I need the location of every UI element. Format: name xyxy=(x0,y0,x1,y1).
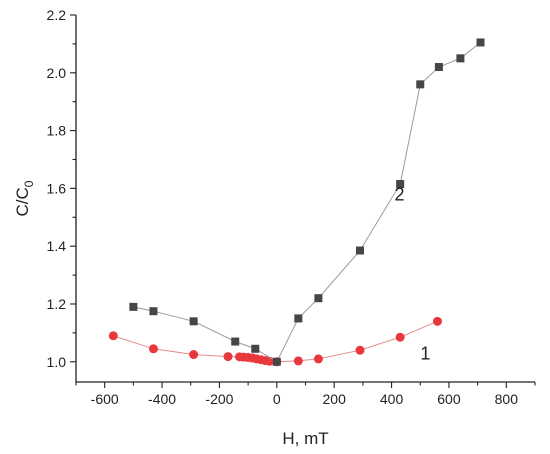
y-axis-title-main: C/C xyxy=(13,187,32,216)
series-2-point xyxy=(231,337,240,346)
series-1-point xyxy=(148,344,158,354)
y-tick-label: 1.8 xyxy=(47,123,67,139)
series-layer: 12 xyxy=(108,38,485,367)
series-2-point xyxy=(356,246,365,255)
series-2-point xyxy=(434,63,443,72)
series-2-label: 2 xyxy=(395,184,405,204)
series-1-line xyxy=(113,320,438,363)
x-tick-label: 400 xyxy=(380,391,404,407)
series-2-point xyxy=(272,357,281,366)
series-2-line xyxy=(133,42,481,363)
x-tick-label: 800 xyxy=(495,391,519,407)
x-tick-label: -600 xyxy=(91,391,119,407)
y-axis-title: C/C0 xyxy=(13,180,36,216)
series-2-point xyxy=(149,307,158,316)
series-2-point xyxy=(396,180,405,189)
series-2-point xyxy=(314,294,323,303)
x-axis-title: H, mT xyxy=(282,429,328,448)
series-1-point xyxy=(189,350,199,360)
series-2-point xyxy=(294,314,303,323)
y-axis-title-subscript: 0 xyxy=(22,180,36,187)
series-2-point xyxy=(416,80,425,89)
series-2-point xyxy=(129,302,138,311)
y-tick-label: 1.6 xyxy=(47,180,67,196)
axes: -600 -400 -200 0 200 400 600 800 1.0 1.2 1.4 1.6 1.8… xyxy=(47,7,536,407)
series-1-point xyxy=(395,332,405,342)
series-2: 2 xyxy=(129,38,485,366)
series-1: 1 xyxy=(108,316,442,367)
x-tick-label: -200 xyxy=(205,391,233,407)
y-tick-label: 2.0 xyxy=(47,65,67,81)
series-2-point xyxy=(456,54,465,63)
series-1-point xyxy=(108,331,118,341)
y-tick-label: 1.2 xyxy=(47,296,67,312)
series-1-point xyxy=(293,356,303,366)
x-tick-label: 200 xyxy=(323,391,347,407)
series-2-point xyxy=(476,38,485,47)
y-tick-label: 2.2 xyxy=(47,7,67,23)
x-tick-label: 0 xyxy=(273,391,281,407)
x-tick-label: -400 xyxy=(148,391,176,407)
series-2-point xyxy=(251,344,260,353)
series-1-label: 1 xyxy=(420,343,430,363)
series-1-point xyxy=(432,316,442,326)
series-1-point xyxy=(223,352,233,362)
series-1-point xyxy=(313,354,323,364)
y-tick-label: 1.4 xyxy=(47,238,67,254)
x-tick-label: 600 xyxy=(437,391,461,407)
series-1-point xyxy=(355,345,365,355)
y-tick-label: 1.0 xyxy=(47,354,67,370)
series-2-point xyxy=(189,317,198,326)
